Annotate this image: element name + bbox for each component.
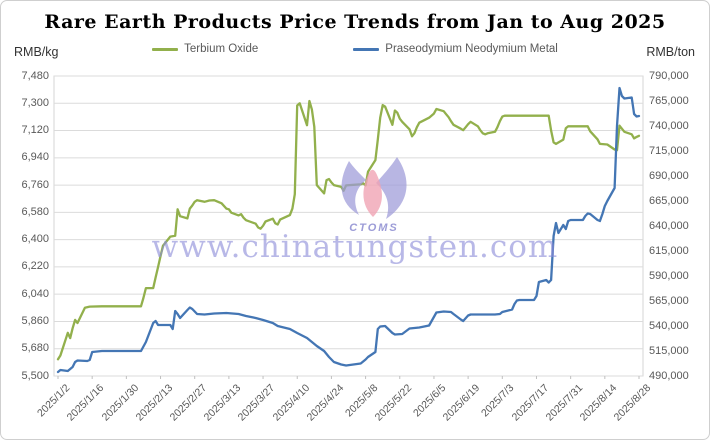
chart-legend: Terbium Oxide Praseodymium Neodymium Met… <box>1 43 709 55</box>
left-axis-tick-label: 6,400 <box>21 233 49 246</box>
right-axis-tick-label: 690,000 <box>649 169 689 182</box>
left-axis-tick-label: 6,220 <box>21 260 49 273</box>
prnd-metal-swatch-icon <box>353 47 380 51</box>
left-axis-tick-label: 5,500 <box>21 369 49 382</box>
legend-item-terbium-oxide: Terbium Oxide <box>152 43 258 55</box>
right-axis-tick-label: 615,000 <box>649 244 689 257</box>
legend-label-terbium-oxide: Terbium Oxide <box>184 43 259 55</box>
left-axis-tick-label: 7,300 <box>21 96 49 109</box>
left-axis-tick-label: 7,120 <box>21 124 49 137</box>
left-axis-unit-label: RMB/kg <box>14 45 59 59</box>
right-axis-unit-label: RMB/ton <box>646 45 695 59</box>
left-axis-tick-label: 7,480 <box>21 69 49 82</box>
left-axis-tick-label: 6,580 <box>21 205 49 218</box>
right-axis-tick-label: 765,000 <box>649 94 689 107</box>
left-axis-tick-label: 5,860 <box>21 314 49 327</box>
praseodymium-neodymium-metal-line <box>56 86 641 374</box>
left-axis-tick-label: 5,680 <box>21 342 49 355</box>
right-axis-tick-label: 790,000 <box>649 69 689 82</box>
right-axis-tick-label: 665,000 <box>649 194 689 207</box>
right-axis-tick-label: 640,000 <box>649 219 689 232</box>
left-axis-tick-label: 6,940 <box>21 151 49 164</box>
right-axis-tick-label: 715,000 <box>649 144 689 157</box>
right-axis-tick-label: 590,000 <box>649 269 689 282</box>
left-axis-tick-label: 6,040 <box>21 287 49 300</box>
right-axis-tick-label: 565,000 <box>649 294 689 307</box>
chart-title: Rare Earth Products Price Trends from Ja… <box>44 11 666 33</box>
legend-item-prnd-metal: Praseodymium Neodymium Metal <box>353 43 558 55</box>
right-axis-tick-label: 490,000 <box>649 369 689 382</box>
legend-label-prnd-metal: Praseodymium Neodymium Metal <box>385 43 558 55</box>
right-axis-tick-label: 740,000 <box>649 119 689 132</box>
right-axis-tick-label: 540,000 <box>649 319 689 332</box>
terbium-oxide-swatch-icon <box>152 47 179 51</box>
terbium-oxide-line <box>56 99 641 361</box>
right-axis-tick-label: 515,000 <box>649 344 689 357</box>
left-axis-tick-label: 6,760 <box>21 178 49 191</box>
